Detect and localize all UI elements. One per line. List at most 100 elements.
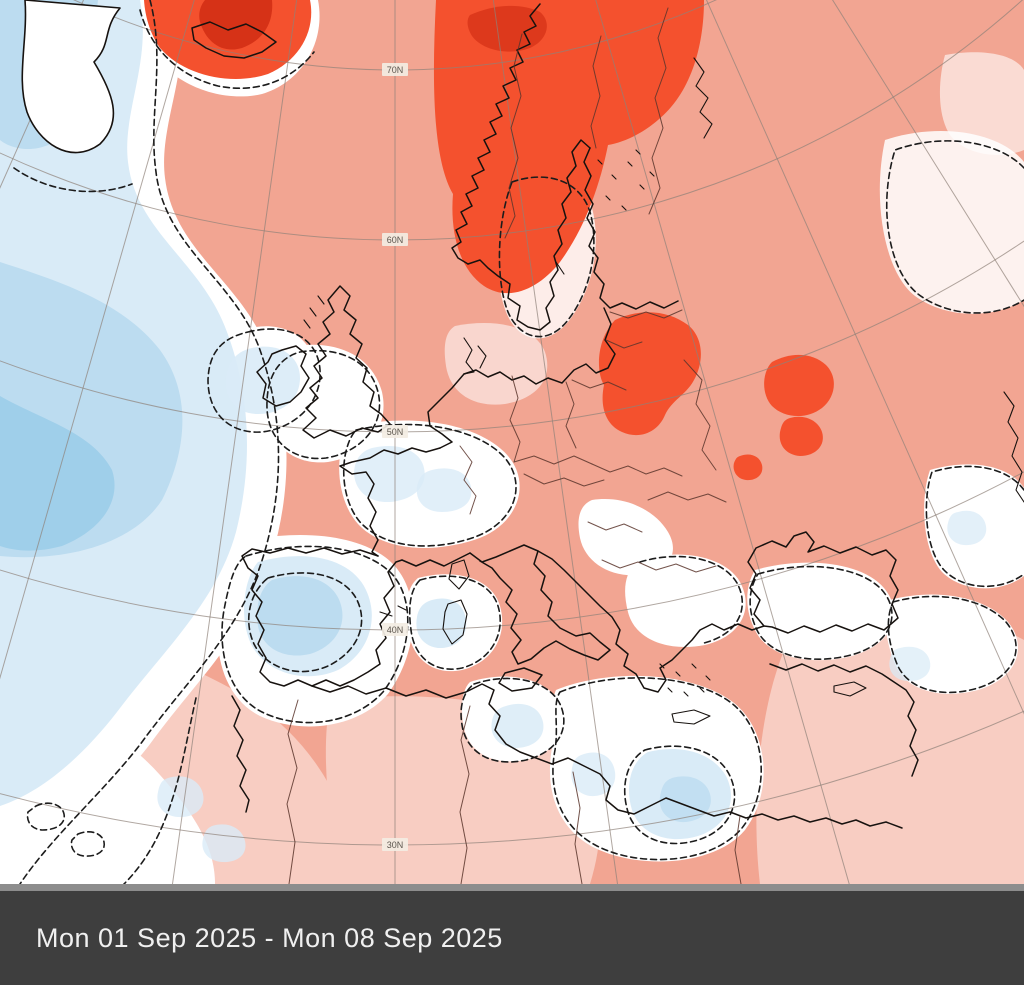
cool-sicily-strait bbox=[491, 703, 544, 748]
neutral-top-right bbox=[939, 52, 1024, 155]
contour-tunisia bbox=[460, 677, 565, 763]
contour-iberia-outer bbox=[221, 545, 409, 724]
latitude-labels: 70N 60N 50N 40N bbox=[382, 63, 408, 851]
contour-greenland-offshore bbox=[13, 167, 133, 193]
caption-bar: Mon 01 Sep 2025 - Mon 08 Sep 2025 bbox=[0, 891, 1024, 985]
border-finland-russia bbox=[648, 7, 669, 215]
latitude-label-60n: 60N bbox=[382, 233, 408, 246]
border-morocco-algeria bbox=[286, 699, 299, 884]
contour-england bbox=[266, 349, 381, 460]
cool-canary-1 bbox=[157, 776, 204, 818]
contour-east-med bbox=[887, 595, 1017, 694]
border-layer bbox=[286, 7, 742, 884]
latitude-label-box bbox=[382, 838, 408, 851]
finland-lakes bbox=[597, 149, 655, 211]
iberia-coast bbox=[241, 547, 403, 687]
meridian-w1 bbox=[171, 0, 298, 884]
border-carpathians bbox=[591, 463, 727, 503]
contour-libya-outer bbox=[552, 677, 762, 861]
border-czech bbox=[513, 455, 593, 465]
iceland-coast bbox=[191, 21, 277, 59]
latitude-label-30n: 30N bbox=[382, 838, 408, 851]
cool-cyprus-area bbox=[889, 646, 931, 682]
latitude-label-box bbox=[382, 233, 408, 246]
crete-coast bbox=[671, 709, 711, 725]
sicily-coast bbox=[498, 667, 543, 692]
border-baltics bbox=[571, 309, 683, 391]
contour-ireland bbox=[207, 328, 321, 433]
white-sea-coast bbox=[693, 57, 713, 139]
latitude-label-text: 60N bbox=[387, 235, 404, 245]
border-germany-poland bbox=[509, 375, 521, 463]
baltic-southeast-coast bbox=[463, 307, 616, 385]
great-britain-coast bbox=[302, 285, 391, 439]
ireland-coast bbox=[256, 345, 310, 407]
cool-france-west bbox=[354, 446, 425, 503]
black-sea-coast bbox=[747, 531, 899, 634]
hebrides-ticks bbox=[303, 295, 325, 329]
meridian-w2 bbox=[0, 0, 195, 680]
neutral-turkey bbox=[747, 562, 894, 661]
warm-anomaly-russia-2 bbox=[764, 354, 834, 417]
meridian-e1 bbox=[492, 0, 619, 884]
scandinavia-south-coast bbox=[467, 139, 591, 331]
cool-france-east bbox=[416, 468, 472, 512]
meridian-e3 bbox=[705, 0, 1024, 715]
border-balkans bbox=[587, 521, 717, 573]
cool-libya-west bbox=[571, 752, 616, 797]
warm-anomaly-russia-1 bbox=[598, 312, 701, 436]
anomaly-map-canvas: 70N 60N 50N 40N bbox=[0, 0, 1024, 884]
border-tunisia-libya bbox=[572, 771, 583, 884]
neutral-east-europe bbox=[879, 131, 1024, 314]
morocco-atlantic-coast bbox=[231, 695, 250, 813]
cool-right-edge bbox=[947, 510, 987, 546]
latitude-label-text: 30N bbox=[387, 840, 404, 850]
contour-libya-inner bbox=[624, 745, 736, 845]
sardinia-coast bbox=[442, 599, 468, 645]
caspian-edge bbox=[1003, 391, 1024, 503]
contour-greece bbox=[639, 555, 744, 644]
aegean-islands bbox=[659, 663, 711, 697]
latitude-label-box bbox=[382, 623, 408, 636]
cool-atlantic-core bbox=[0, 396, 115, 551]
coastline-layer bbox=[21, 0, 1024, 829]
warm-anomaly-iceland-core bbox=[199, 0, 273, 50]
contour-iberia-inner bbox=[247, 572, 363, 673]
cool-iberia-core bbox=[257, 576, 343, 656]
balearics-ticks bbox=[379, 605, 407, 617]
denmark-coast bbox=[463, 337, 487, 375]
contour-island-2 bbox=[70, 831, 106, 857]
meridian-e2 bbox=[595, 0, 850, 884]
neutral-adriatic-coast bbox=[578, 499, 673, 576]
warm-anomaly-ukraine-spot bbox=[733, 454, 763, 481]
latitude-label-text: 40N bbox=[387, 625, 404, 635]
warm-anomaly-norway-core bbox=[467, 5, 547, 52]
italy-coast bbox=[469, 544, 611, 665]
border-poland-east bbox=[565, 381, 577, 449]
border-alps bbox=[459, 445, 477, 515]
contour-sardinia bbox=[408, 575, 502, 670]
contour-morocco-offshore bbox=[123, 697, 197, 884]
border-libya-egypt bbox=[734, 815, 742, 884]
contour-layer bbox=[13, 0, 1024, 884]
warm-anomaly-russia-3 bbox=[779, 416, 823, 456]
turkey-south-coast bbox=[769, 663, 919, 777]
norway-coast bbox=[451, 3, 541, 265]
corsica-coast bbox=[448, 559, 470, 590]
france-atlantic-coast bbox=[339, 447, 441, 557]
border-norway-sweden bbox=[504, 33, 523, 239]
contour-island-1 bbox=[26, 802, 66, 831]
border-ukraine-russia bbox=[683, 359, 717, 471]
warm-anomaly-scandinavia bbox=[433, 0, 704, 294]
finland-coast bbox=[583, 147, 679, 310]
meridian-e4 bbox=[832, 0, 1024, 308]
contour-iceland-fringe bbox=[139, 9, 315, 90]
latitude-label-70n: 70N bbox=[382, 63, 408, 76]
latitude-label-box bbox=[382, 425, 408, 438]
latitude-label-text: 70N bbox=[387, 65, 404, 75]
contour-france bbox=[342, 423, 517, 547]
latitude-label-box bbox=[382, 63, 408, 76]
greenland-coast bbox=[21, 0, 121, 154]
north-africa-coast bbox=[311, 683, 903, 829]
